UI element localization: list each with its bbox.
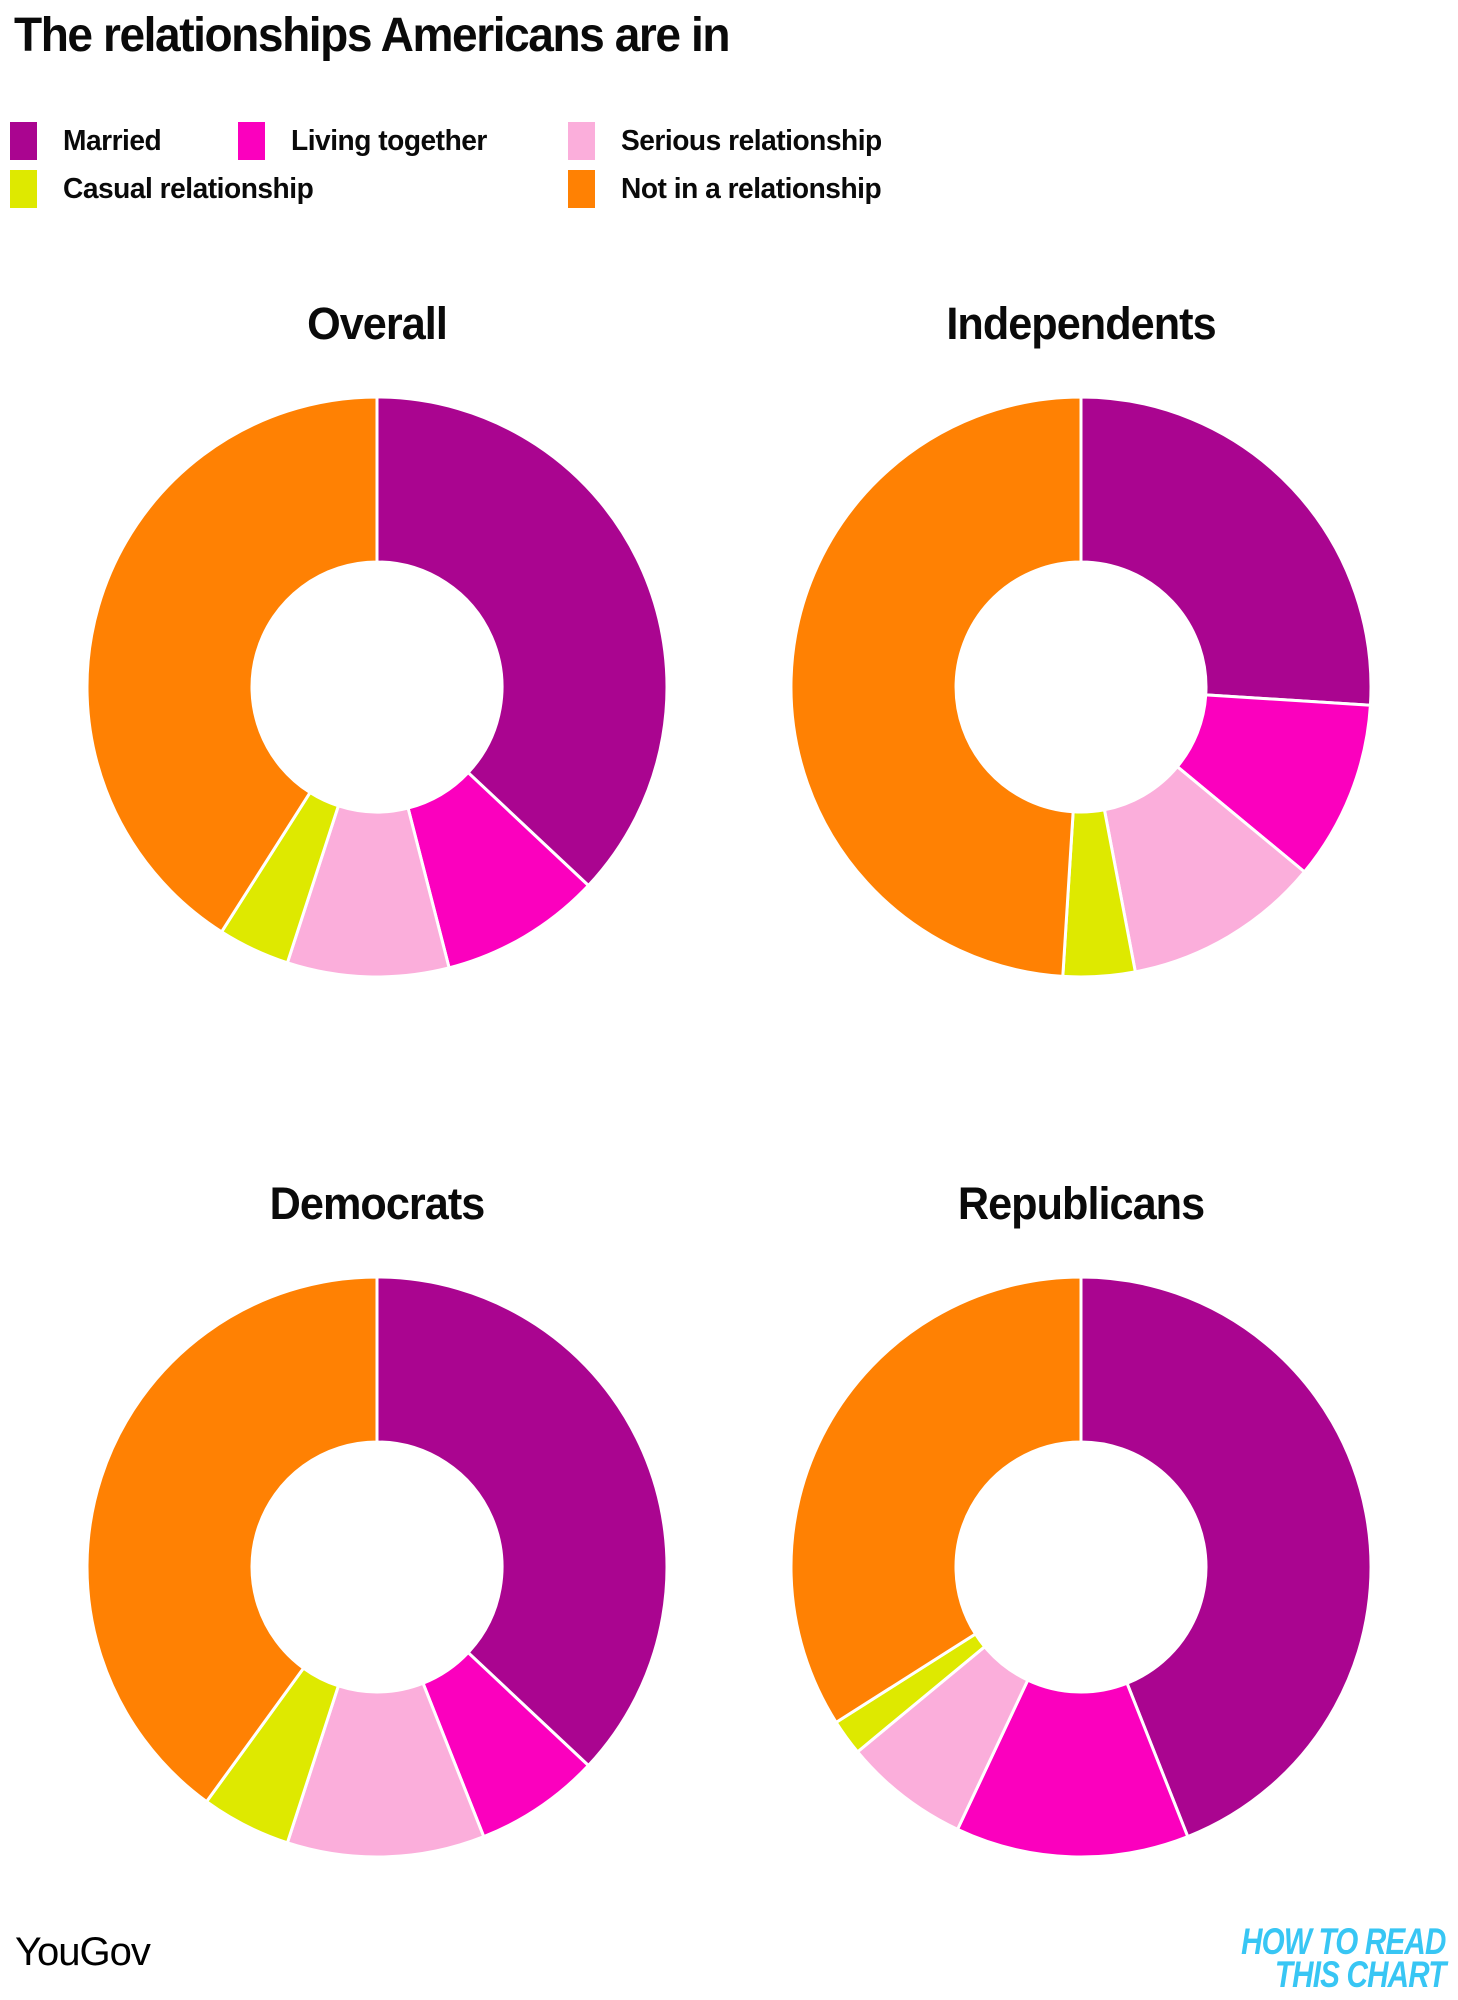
donut-overall bbox=[85, 395, 669, 979]
wedge-not-in-a-relationship bbox=[85, 395, 379, 934]
legend-item-serious-relationship: Serious relationship bbox=[568, 118, 890, 164]
legend-swatch-married bbox=[10, 122, 37, 160]
legend-item-casual-relationship: Casual relationship bbox=[10, 166, 321, 212]
legend-item-not-in-a-relationship: Not in a relationship bbox=[568, 166, 889, 212]
legend-row-2: Casual relationship Not in a relationship bbox=[0, 166, 1458, 212]
wedge-not-in-a-relationship bbox=[789, 1275, 1083, 1724]
chart-title-democrats: Democrats bbox=[269, 1178, 486, 1229]
legend-item-married: Married bbox=[10, 118, 164, 164]
legend-label: Married bbox=[63, 124, 162, 157]
wedge-married bbox=[1079, 1275, 1373, 1839]
wedge-not-in-a-relationship bbox=[789, 395, 1083, 978]
source-attribution: YouGov bbox=[15, 1930, 151, 1974]
how-to-read-this-chart-logo: HOW TO READ THIS CHART bbox=[1241, 1921, 1447, 1995]
legend-swatch-serious-relationship bbox=[568, 122, 595, 160]
donut-democrats bbox=[85, 1275, 669, 1859]
legend-label: Living together bbox=[291, 124, 487, 157]
wedge-serious-relationship bbox=[285, 1681, 486, 1859]
wedge-married bbox=[1079, 395, 1373, 707]
legend-swatch-living-together bbox=[238, 122, 265, 160]
page-title: The relationships Americans are in bbox=[14, 9, 730, 62]
chart-democrats: Democrats bbox=[82, 1178, 672, 1862]
brand-line-1: HOW TO READ bbox=[1241, 1921, 1447, 1962]
chart-title-overall: Overall bbox=[307, 298, 448, 349]
legend-row-1: Married Living together Serious relationsh… bbox=[0, 118, 1458, 164]
wedge-living-together bbox=[956, 1678, 1190, 1859]
legend-swatch-not-in-a-relationship bbox=[568, 170, 595, 208]
chart-title-independents: Independents bbox=[946, 298, 1216, 349]
legend-item-living-together: Living together bbox=[238, 118, 493, 164]
chart-independents: Independents bbox=[786, 298, 1376, 982]
donut-republicans bbox=[789, 1275, 1373, 1859]
legend-label: Serious relationship bbox=[621, 124, 882, 157]
legend-label: Casual relationship bbox=[63, 172, 314, 205]
wedge-married bbox=[375, 395, 669, 888]
wedge-serious-relationship bbox=[1102, 765, 1306, 974]
chart-republicans: Republicans bbox=[786, 1178, 1376, 1862]
chart-overall: Overall bbox=[82, 298, 672, 982]
wedge-not-in-a-relationship bbox=[85, 1275, 379, 1804]
donut-independents bbox=[789, 395, 1373, 979]
wedge-married bbox=[375, 1275, 669, 1768]
chart-title-republicans: Republicans bbox=[957, 1178, 1205, 1229]
legend-label: Not in a relationship bbox=[621, 172, 882, 205]
brand-line-2: THIS CHART bbox=[1275, 1953, 1446, 1995]
legend-swatch-casual-relationship bbox=[10, 170, 37, 208]
